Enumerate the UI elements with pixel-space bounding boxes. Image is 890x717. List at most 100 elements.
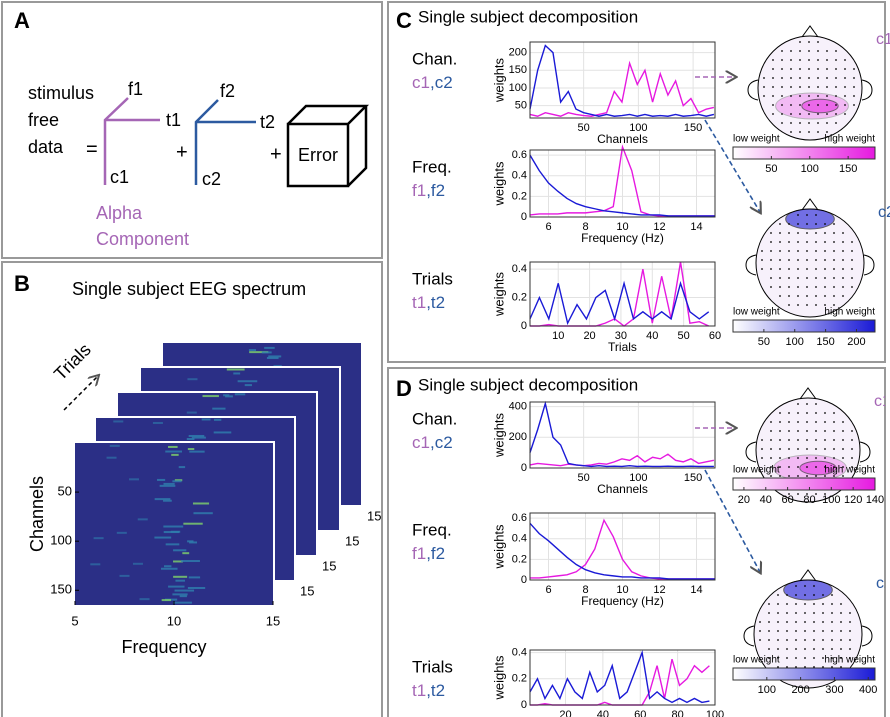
factor: , xyxy=(430,433,435,452)
electrode xyxy=(799,131,801,133)
electrode xyxy=(853,68,855,70)
heatmap-streak xyxy=(249,351,269,354)
electrode xyxy=(849,621,851,623)
electrode xyxy=(770,430,772,432)
tick-label: 20 xyxy=(583,330,595,342)
electrode xyxy=(779,277,781,279)
tick-label: 0 xyxy=(521,320,527,332)
electrode xyxy=(826,86,828,88)
electrode xyxy=(795,657,797,659)
text: f2 xyxy=(220,81,235,101)
electrode xyxy=(797,259,799,261)
electrode xyxy=(815,277,817,279)
electrode xyxy=(842,439,844,441)
colorbar xyxy=(732,319,876,333)
electrode xyxy=(840,648,842,650)
electrode xyxy=(813,603,815,605)
head-ear xyxy=(745,254,875,276)
electrode xyxy=(815,304,817,306)
electrode xyxy=(790,59,792,61)
electrode xyxy=(822,603,824,605)
factor: c1 xyxy=(412,433,430,452)
electrode xyxy=(804,621,806,623)
head-nose xyxy=(801,198,819,211)
electrode xyxy=(779,421,781,423)
electrode xyxy=(770,232,772,234)
tick-label: 0 xyxy=(521,462,527,474)
tick-label: 80 xyxy=(672,709,684,717)
electrode xyxy=(797,430,799,432)
electrode xyxy=(833,466,835,468)
electrode xyxy=(790,77,792,79)
electrode xyxy=(842,295,844,297)
electrode xyxy=(833,277,835,279)
electrode xyxy=(833,241,835,243)
tick-label: 0.2 xyxy=(512,190,527,202)
heatmap-streak xyxy=(178,466,186,469)
electrode xyxy=(797,241,799,243)
electrode xyxy=(835,68,837,70)
electrode xyxy=(813,630,815,632)
tick-label: 15 xyxy=(300,583,314,598)
heatmap-streak xyxy=(170,530,181,533)
electrode xyxy=(795,648,797,650)
electrode xyxy=(826,59,828,61)
electrode xyxy=(797,223,799,225)
electrode xyxy=(779,430,781,432)
data-line xyxy=(529,44,715,117)
electrode xyxy=(768,621,770,623)
factor: c2 xyxy=(435,433,453,452)
heatmap-streak xyxy=(160,567,178,570)
electrode xyxy=(808,131,810,133)
electrode xyxy=(786,657,788,659)
plot-area xyxy=(530,402,715,468)
electrode xyxy=(788,259,790,261)
tick-label: 0.4 xyxy=(512,170,527,182)
data-line xyxy=(529,453,715,467)
tick-label: 0 xyxy=(521,574,527,586)
tick-label: 50 xyxy=(515,100,527,112)
factor: t1 xyxy=(412,293,426,312)
tick-label: 10 xyxy=(167,613,181,628)
electrode xyxy=(790,122,792,124)
cbar-label: high weight xyxy=(824,134,875,145)
row-name: Trials xyxy=(412,269,453,288)
electrode xyxy=(781,68,783,70)
axis-label: Frequency (Hz) xyxy=(581,231,664,245)
tick-label: 0.4 xyxy=(512,263,527,275)
electrode xyxy=(790,95,792,97)
text: stimulus xyxy=(28,83,94,103)
electrode xyxy=(833,412,835,414)
tick-label: 150 xyxy=(816,336,834,348)
heatmap-streak xyxy=(188,434,205,437)
panel-title: Single subject decomposition xyxy=(418,7,638,26)
heatmap-streak xyxy=(266,356,279,359)
electrode xyxy=(824,268,826,270)
electrode xyxy=(797,286,799,288)
electrode xyxy=(815,439,817,441)
tick-label: 15 xyxy=(322,558,336,573)
electrode xyxy=(788,223,790,225)
electrode xyxy=(779,223,781,225)
heatmap-streak xyxy=(186,411,197,414)
row-factors: c1,c2 xyxy=(412,73,453,92)
electrode xyxy=(815,259,817,261)
electrode xyxy=(822,666,824,668)
electrode xyxy=(797,439,799,441)
electrode xyxy=(799,59,801,61)
text: Component xyxy=(96,229,189,249)
panel-label: C xyxy=(396,8,412,33)
data-line xyxy=(529,280,710,326)
electrode xyxy=(815,457,817,459)
electrode xyxy=(831,630,833,632)
tick-label: 0.2 xyxy=(512,291,527,303)
electrode xyxy=(770,268,772,270)
electrode xyxy=(768,630,770,632)
tick-label: 10 xyxy=(616,221,628,233)
heatmap-streak xyxy=(192,502,210,505)
heatmap-plane xyxy=(75,443,273,605)
electrode xyxy=(777,630,779,632)
electrode xyxy=(835,50,837,52)
electrode xyxy=(842,475,844,477)
electrode xyxy=(840,657,842,659)
